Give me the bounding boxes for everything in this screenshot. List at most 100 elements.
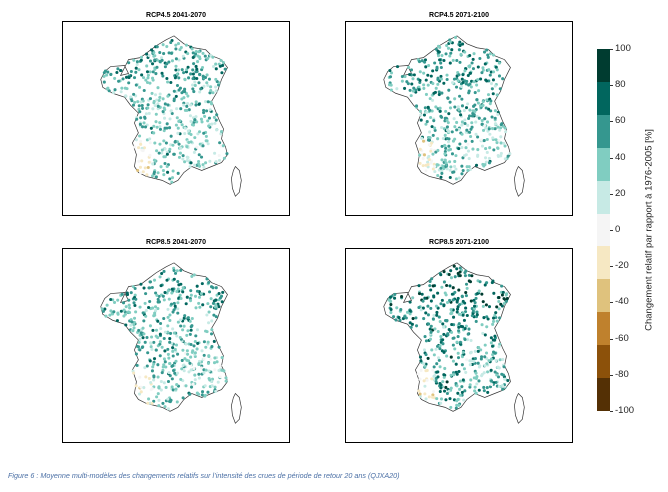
- station-point: [193, 294, 198, 298]
- station-point: [418, 394, 422, 398]
- station-point: [171, 388, 175, 392]
- station-point: [466, 123, 470, 127]
- station-point: [162, 357, 166, 361]
- station-point: [180, 367, 184, 371]
- station-point: [433, 61, 437, 65]
- station-point: [453, 164, 457, 168]
- station-point: [460, 295, 464, 299]
- station-point: [166, 397, 170, 401]
- station-point: [202, 108, 206, 112]
- station-point: [174, 57, 178, 61]
- station-point: [213, 356, 217, 360]
- station-point: [210, 319, 214, 323]
- station-point: [161, 110, 165, 114]
- station-point: [449, 165, 453, 169]
- station-point: [198, 90, 202, 94]
- station-point: [389, 83, 393, 87]
- station-point: [434, 86, 438, 90]
- station-point: [434, 379, 438, 384]
- station-point: [180, 358, 184, 362]
- station-point: [139, 171, 143, 175]
- station-point: [217, 158, 221, 162]
- station-point: [436, 356, 441, 360]
- station-point: [181, 286, 185, 290]
- station-point: [494, 138, 498, 142]
- station-point: [439, 397, 444, 401]
- station-point: [166, 94, 170, 98]
- station-point: [127, 81, 131, 85]
- station-point: [215, 113, 219, 117]
- station-point: [505, 297, 509, 301]
- station-point: [146, 165, 150, 170]
- station-point: [211, 91, 215, 95]
- station-point: [154, 328, 159, 332]
- station-point: [442, 58, 446, 63]
- station-point: [498, 87, 502, 91]
- station-point: [167, 51, 171, 55]
- station-point: [460, 363, 464, 367]
- station-point: [444, 146, 448, 150]
- station-point: [214, 89, 218, 93]
- station-point: [159, 284, 163, 288]
- station-point: [134, 138, 138, 142]
- station-point: [197, 50, 201, 54]
- station-point: [203, 114, 207, 118]
- station-point: [452, 77, 456, 81]
- station-point: [501, 383, 505, 388]
- station-point: [107, 89, 111, 93]
- station-point: [437, 315, 441, 319]
- station-point: [496, 365, 500, 369]
- station-point: [467, 114, 472, 118]
- station-point: [448, 106, 453, 110]
- station-point: [476, 65, 480, 69]
- station-point: [175, 140, 180, 144]
- station-point: [213, 368, 217, 372]
- station-point: [156, 104, 160, 108]
- station-point: [471, 147, 475, 151]
- station-point: [141, 106, 145, 110]
- station-point: [442, 167, 446, 171]
- station-point: [193, 83, 197, 87]
- station-point: [158, 95, 162, 99]
- station-point: [434, 347, 438, 351]
- station-point: [461, 299, 465, 303]
- station-point: [499, 126, 503, 130]
- station-point: [155, 395, 159, 399]
- station-point: [459, 113, 463, 117]
- station-point: [199, 87, 203, 91]
- station-point: [153, 93, 158, 97]
- station-point: [161, 401, 165, 405]
- station-point: [214, 67, 218, 71]
- station-point: [127, 61, 131, 65]
- station-point: [154, 175, 158, 179]
- station-point: [462, 398, 466, 402]
- station-point: [427, 143, 431, 147]
- station-point: [139, 385, 143, 389]
- station-point: [195, 67, 199, 71]
- station-point: [214, 62, 218, 66]
- station-point: [221, 60, 225, 65]
- station-point: [436, 44, 441, 48]
- station-point: [191, 77, 195, 81]
- station-point: [488, 52, 492, 56]
- station-point: [183, 132, 187, 136]
- station-point: [483, 355, 487, 359]
- station-point: [203, 384, 207, 388]
- station-point: [436, 173, 440, 178]
- station-point: [176, 320, 180, 324]
- station-point: [166, 170, 170, 174]
- station-point: [185, 333, 189, 337]
- station-point: [455, 120, 459, 124]
- station-point: [433, 128, 437, 132]
- station-point: [152, 362, 156, 366]
- station-point: [490, 382, 494, 387]
- panel-title-rcp85-2071: RCP8.5 2071-2100: [429, 239, 489, 246]
- station-point: [458, 94, 462, 98]
- station-point: [440, 125, 444, 130]
- station-point: [457, 176, 461, 180]
- station-point: [169, 398, 173, 402]
- station-point: [435, 313, 439, 317]
- station-point: [192, 150, 196, 154]
- station-point: [419, 368, 423, 372]
- station-point: [147, 111, 151, 115]
